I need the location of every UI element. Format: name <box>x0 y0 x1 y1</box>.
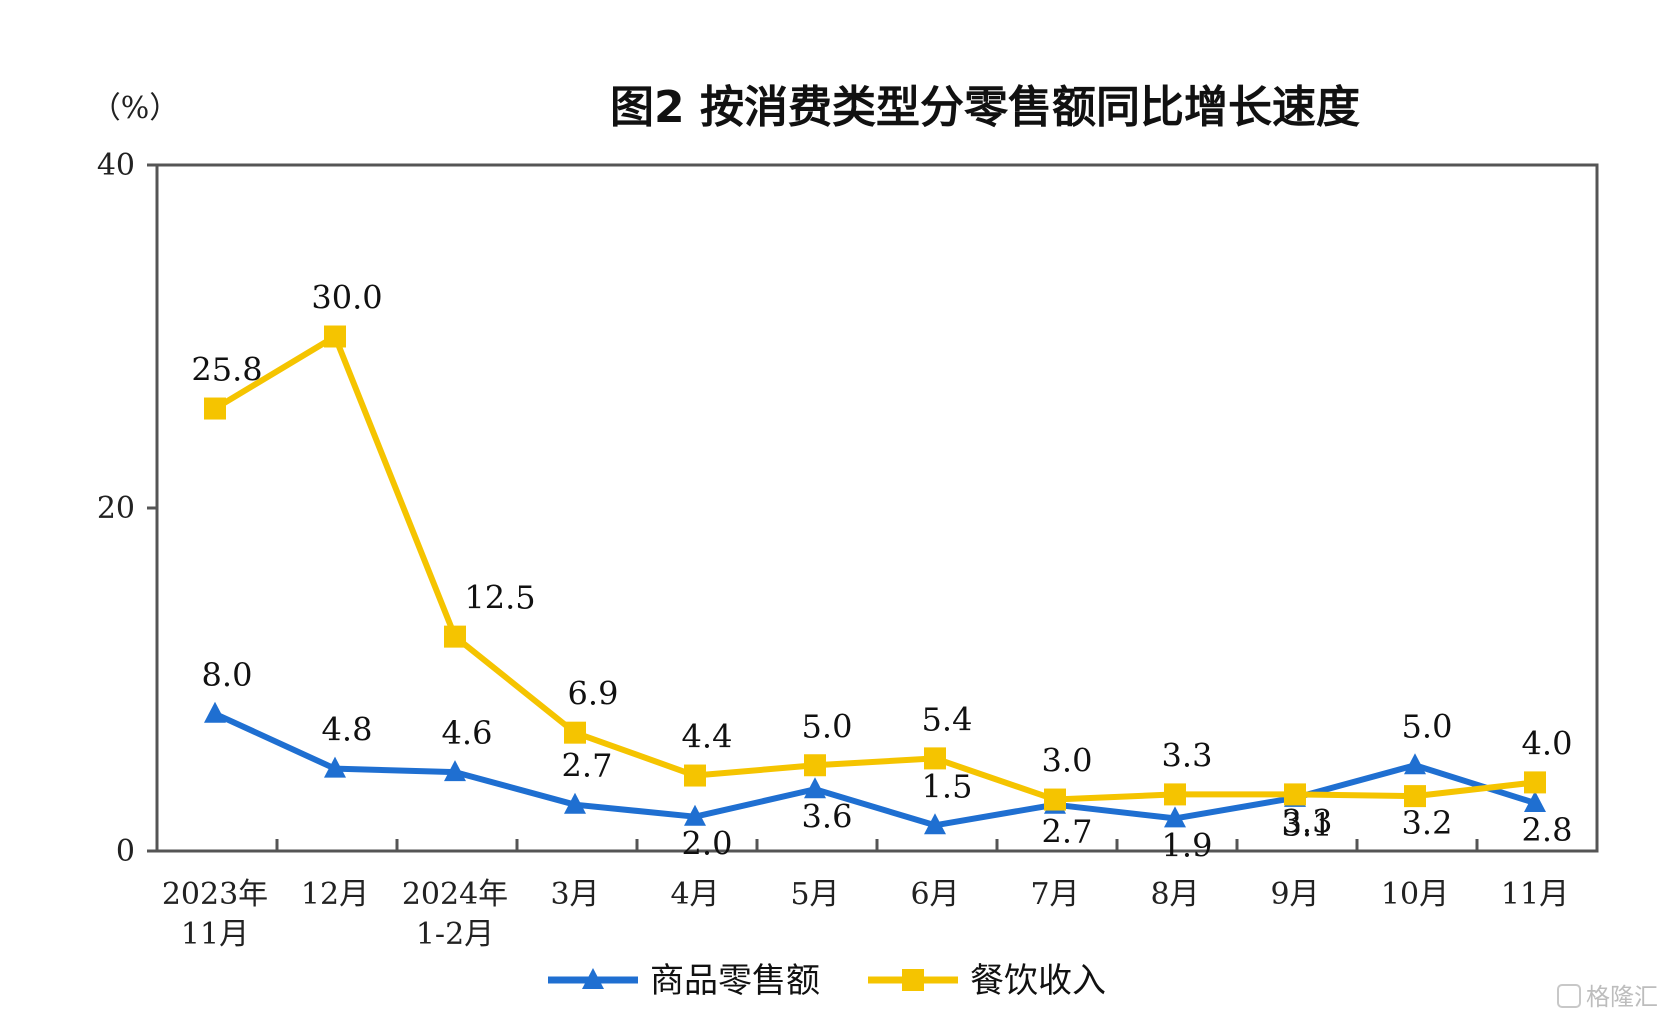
data-label: 6.9 <box>568 675 619 713</box>
data-label: 4.4 <box>682 718 733 756</box>
data-point <box>684 804 706 826</box>
y-axis: 0 20 40 <box>97 148 157 869</box>
data-label: 4.0 <box>1522 724 1573 762</box>
data-point <box>324 325 346 348</box>
data-point <box>564 721 586 744</box>
x-tick-label: 3月 <box>550 877 599 912</box>
data-label: 30.0 <box>311 279 382 317</box>
data-point <box>1404 785 1426 808</box>
data-label: 4.8 <box>322 711 373 749</box>
data-point <box>444 625 466 648</box>
data-point <box>1044 788 1066 811</box>
data-label: 12.5 <box>464 579 535 617</box>
data-label: 8.0 <box>202 656 253 694</box>
data-label: 5.4 <box>922 700 973 738</box>
data-labels: 8.0 4.8 4.6 2.7 2.0 3.6 1.5 2.7 1.9 3.1 5.0 2.8 25.8… <box>191 279 1572 865</box>
data-label: 25.8 <box>191 351 262 389</box>
legend-label: 餐饮收入 <box>970 961 1106 1001</box>
y-tick-label: 0 <box>116 834 135 869</box>
data-point <box>924 747 946 770</box>
data-point <box>1164 806 1186 828</box>
data-point <box>804 754 826 777</box>
data-label: 5.0 <box>1402 707 1453 745</box>
x-tick-label: 7月 <box>1030 877 1079 912</box>
data-label: 1.9 <box>1162 826 1213 864</box>
x-tick-label: 2024年 <box>402 877 508 912</box>
data-point <box>564 792 586 814</box>
watermark: 格隆汇 <box>1557 983 1658 1011</box>
data-label: 5.0 <box>802 707 853 745</box>
x-tick-label: 2023年 <box>162 877 268 912</box>
x-axis: 2023年 11月 12月 2024年 1-2月 3月 4月 5月 6月 7月 8月 9月 10月 11月 <box>162 839 1569 952</box>
data-point <box>804 777 826 799</box>
series-line-0 <box>213 711 1536 829</box>
plot-frame <box>155 163 1599 853</box>
legend: 商品零售额 餐饮收入 <box>548 961 1106 1001</box>
data-point <box>684 764 706 787</box>
watermark-text: 格隆汇 <box>1586 983 1658 1011</box>
x-tick-label: 11月 <box>181 917 249 952</box>
data-label: 3.3 <box>1282 802 1333 840</box>
data-point <box>1524 790 1546 812</box>
x-tick-label: 10月 <box>1381 877 1449 912</box>
data-point <box>324 756 346 778</box>
data-label: 2.0 <box>682 825 733 863</box>
legend-marker <box>902 969 924 991</box>
legend-label: 商品零售额 <box>650 961 820 1001</box>
x-tick-label: 5月 <box>790 877 839 912</box>
data-label: 3.3 <box>1162 736 1213 774</box>
data-point <box>1284 783 1306 806</box>
data-point <box>204 397 226 420</box>
data-point <box>204 701 226 723</box>
y-tick-label: 20 <box>97 491 135 526</box>
y-axis-unit-label: （%） <box>91 91 180 126</box>
y-tick-label: 40 <box>97 148 135 183</box>
data-label: 3.0 <box>1042 742 1093 780</box>
data-label: 4.6 <box>442 714 493 752</box>
series-line-1 <box>213 333 1536 803</box>
data-label: 2.8 <box>1522 811 1573 849</box>
x-tick-label: 8月 <box>1150 877 1199 912</box>
data-label: 3.6 <box>802 797 853 835</box>
data-point <box>924 813 946 835</box>
x-tick-label: 6月 <box>910 877 959 912</box>
x-tick-label: 1-2月 <box>416 917 494 952</box>
watermark-logo-icon <box>1557 984 1581 1008</box>
data-label: 3.2 <box>1402 804 1453 842</box>
data-label: 2.7 <box>1042 813 1093 851</box>
x-tick-label: 12月 <box>301 877 369 912</box>
data-point <box>1404 753 1426 775</box>
data-point <box>444 760 466 782</box>
data-label: 3.1 <box>1282 806 1333 844</box>
chart-title: 图2 按消费类型分零售额同比增长速度 <box>610 82 1360 133</box>
data-point <box>1164 783 1186 806</box>
x-tick-label: 11月 <box>1501 877 1569 912</box>
data-label: 2.7 <box>562 747 613 785</box>
data-point <box>1524 771 1546 794</box>
x-tick-label: 4月 <box>670 877 719 912</box>
legend-marker <box>582 968 604 989</box>
x-tick-label: 9月 <box>1270 877 1319 912</box>
series-layer <box>204 325 1546 835</box>
data-label: 1.5 <box>922 767 973 805</box>
